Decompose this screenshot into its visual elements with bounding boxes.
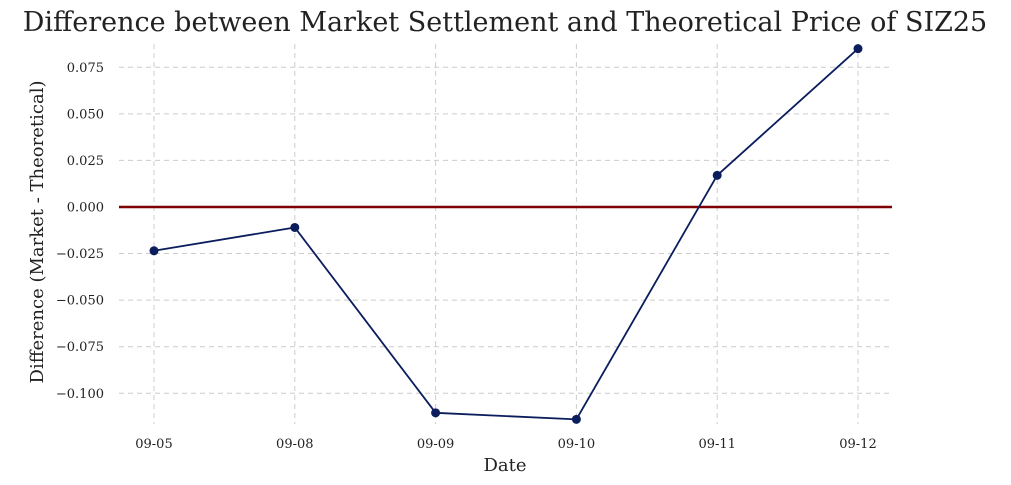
y-tick-label: −0.100 [56, 387, 104, 402]
y-tick-label: 0.075 [67, 61, 104, 76]
y-tick-label: −0.050 [56, 294, 104, 309]
chart-title: Difference between Market Settlement and… [23, 7, 987, 38]
x-tick-label: 09-09 [417, 437, 454, 452]
x-axis-label: Date [483, 455, 526, 476]
y-tick-label: −0.075 [56, 340, 104, 355]
x-tick-label: 09-05 [135, 437, 172, 452]
data-point [712, 170, 722, 180]
data-point [149, 246, 159, 256]
grid [119, 44, 892, 424]
x-tick-label: 09-10 [558, 437, 595, 452]
data-point [290, 222, 300, 232]
data-point [571, 414, 581, 424]
x-axis-ticks: 09-05 09-08 09-09 09-10 09-11 09-12 [135, 437, 876, 452]
y-tick-label: 0.025 [67, 154, 104, 169]
y-tick-label: 0.000 [67, 200, 104, 215]
series-line [153, 47, 859, 421]
x-tick-label: 09-11 [698, 437, 735, 452]
y-tick-label: 0.050 [67, 107, 104, 122]
series-group [149, 44, 863, 424]
y-tick-label: −0.025 [56, 247, 104, 262]
data-point [853, 44, 863, 54]
y-axis-ticks: −0.100 −0.075 −0.050 −0.025 0.000 0.025 0.050 0… [56, 61, 104, 402]
data-point [431, 408, 441, 418]
x-tick-label: 09-12 [839, 437, 876, 452]
x-tick-label: 09-08 [276, 437, 313, 452]
y-axis-label: Difference (Market - Theoretical) [27, 81, 48, 384]
